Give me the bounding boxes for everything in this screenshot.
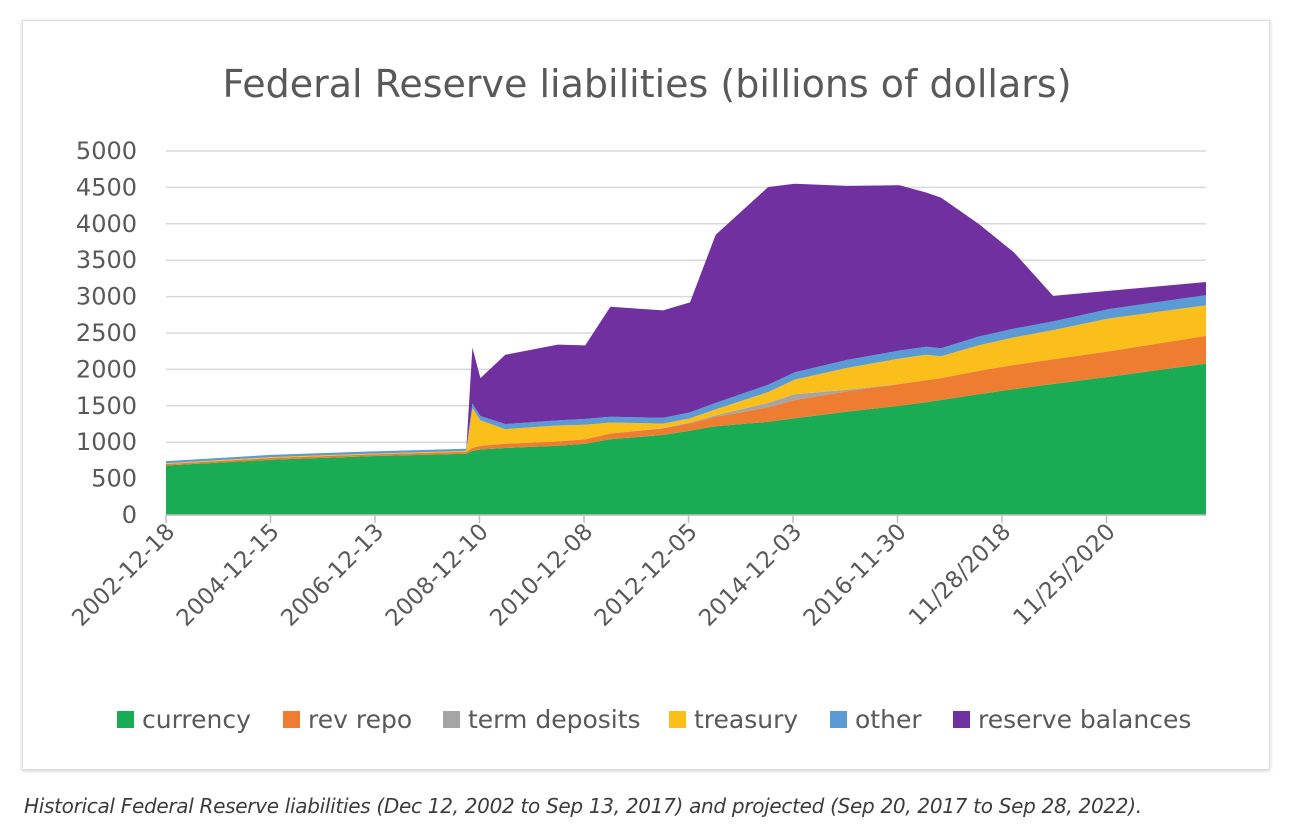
area-treasury bbox=[166, 305, 1206, 464]
area-reserve-balances bbox=[166, 183, 1206, 462]
legend-label: currency bbox=[142, 705, 251, 734]
chart-svg: Federal Reserve liabilities (billions of… bbox=[67, 62, 1206, 734]
figure-caption: Historical Federal Reserve liabilities (… bbox=[24, 794, 1142, 818]
legend-swatch bbox=[830, 711, 847, 728]
chart-title: Federal Reserve liabilities (billions of… bbox=[222, 62, 1071, 106]
x-tick-label: 11/25/2020 bbox=[1009, 519, 1121, 631]
x-tick-label: 2010-12-08 bbox=[485, 519, 598, 632]
x-tick-label: 11/28/2018 bbox=[904, 519, 1016, 631]
legend-swatch bbox=[117, 711, 134, 728]
x-tick-label: 2008-12-10 bbox=[381, 519, 494, 632]
x-tick-label: 2004-12-15 bbox=[172, 519, 285, 632]
area-other bbox=[166, 295, 1206, 464]
y-tick-label: 4000 bbox=[76, 210, 137, 238]
legend-swatch bbox=[283, 711, 300, 728]
x-tick-label: 2016-11-30 bbox=[799, 519, 912, 632]
y-tick-label: 3000 bbox=[76, 283, 137, 311]
x-tick-label: 2012-12-05 bbox=[590, 519, 703, 632]
legend: currency rev repo term deposits treasury oth… bbox=[117, 705, 1191, 734]
y-tick-label: 1000 bbox=[76, 428, 137, 456]
stacked-areas bbox=[166, 183, 1206, 515]
y-tick-label: 0 bbox=[122, 501, 137, 529]
x-tick-label: 2006-12-13 bbox=[276, 519, 389, 632]
chart-frame: Federal Reserve liabilities (billions of… bbox=[22, 20, 1270, 770]
legend-swatch bbox=[669, 711, 686, 728]
x-tick-label: 2002-12-18 bbox=[67, 519, 180, 632]
area-currency bbox=[166, 363, 1206, 515]
y-tick-label: 3500 bbox=[76, 246, 137, 274]
y-tick-label: 1500 bbox=[76, 392, 137, 420]
legend-label: term deposits bbox=[468, 705, 641, 734]
x-tick-label: 2014-12-03 bbox=[694, 519, 807, 632]
legend-swatch bbox=[953, 711, 970, 728]
y-tick-label: 2500 bbox=[76, 319, 137, 347]
legend-label: treasury bbox=[694, 705, 798, 734]
legend-swatch bbox=[443, 711, 460, 728]
y-tick-label: 500 bbox=[91, 465, 137, 493]
legend-label: rev repo bbox=[308, 705, 412, 734]
y-tick-label: 5000 bbox=[76, 137, 137, 165]
legend-label: reserve balances bbox=[978, 705, 1191, 734]
legend-label: other bbox=[855, 705, 922, 734]
y-tick-label: 2000 bbox=[76, 355, 137, 383]
y-tick-label: 4500 bbox=[76, 173, 137, 201]
